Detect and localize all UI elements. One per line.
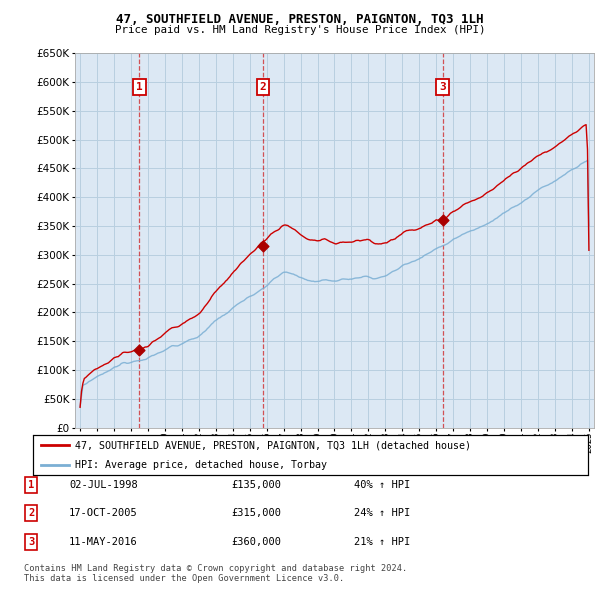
Text: £315,000: £315,000: [231, 509, 281, 518]
Text: Contains HM Land Registry data © Crown copyright and database right 2024.
This d: Contains HM Land Registry data © Crown c…: [24, 563, 407, 583]
Point: [438, 215, 448, 225]
Text: 24% ↑ HPI: 24% ↑ HPI: [354, 509, 410, 518]
Text: 02-JUL-1998: 02-JUL-1998: [69, 480, 138, 490]
Text: 3: 3: [439, 82, 446, 92]
Text: 47, SOUTHFIELD AVENUE, PRESTON, PAIGNTON, TQ3 1LH (detached house): 47, SOUTHFIELD AVENUE, PRESTON, PAIGNTON…: [74, 441, 470, 451]
Text: Price paid vs. HM Land Registry's House Price Index (HPI): Price paid vs. HM Land Registry's House …: [115, 25, 485, 35]
Point: [134, 345, 144, 355]
Text: 11-MAY-2016: 11-MAY-2016: [69, 537, 138, 546]
Text: HPI: Average price, detached house, Torbay: HPI: Average price, detached house, Torb…: [74, 460, 326, 470]
Text: 2: 2: [28, 509, 34, 518]
Text: £135,000: £135,000: [231, 480, 281, 490]
Text: 2: 2: [260, 82, 266, 92]
Text: 40% ↑ HPI: 40% ↑ HPI: [354, 480, 410, 490]
Text: 3: 3: [28, 537, 34, 546]
Text: 1: 1: [136, 82, 143, 92]
Point: [258, 241, 268, 251]
Text: 47, SOUTHFIELD AVENUE, PRESTON, PAIGNTON, TQ3 1LH: 47, SOUTHFIELD AVENUE, PRESTON, PAIGNTON…: [116, 13, 484, 26]
Text: 21% ↑ HPI: 21% ↑ HPI: [354, 537, 410, 546]
Text: 1: 1: [28, 480, 34, 490]
Text: £360,000: £360,000: [231, 537, 281, 546]
Text: 17-OCT-2005: 17-OCT-2005: [69, 509, 138, 518]
